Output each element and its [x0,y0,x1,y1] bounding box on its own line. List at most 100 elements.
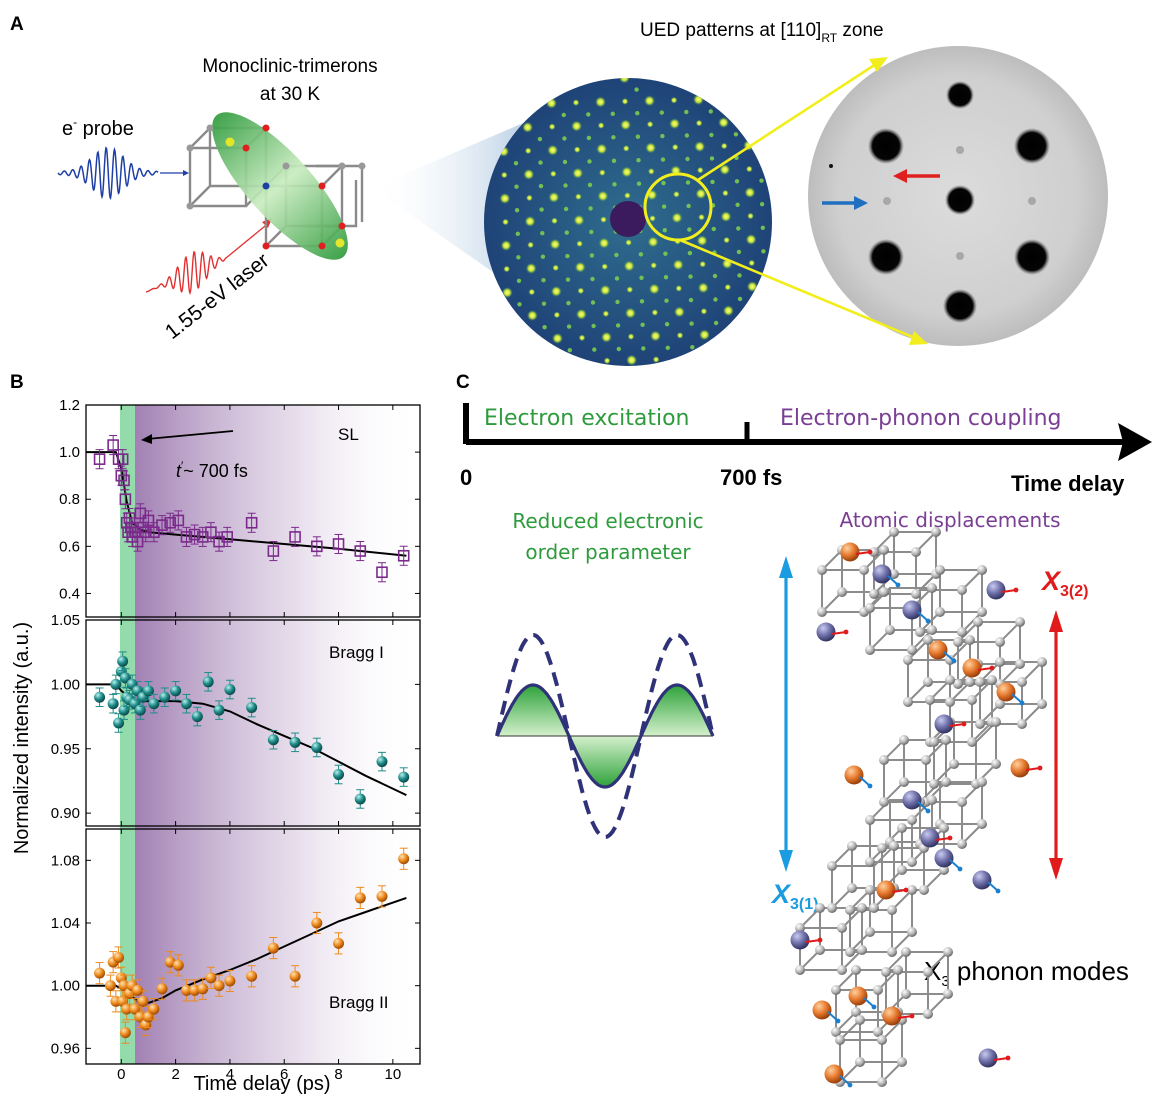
lattice-atom [1015,617,1025,627]
data-point [180,531,193,543]
lattice-atom [869,547,879,557]
lattice-atom [965,635,975,645]
data-point [139,526,152,539]
chart-backgrounds [119,405,420,1064]
lattice-atom [855,1015,865,1025]
lattice-atom [923,967,933,977]
violet-ion [872,564,892,584]
lattice-atom [865,927,875,937]
lattice-atom [877,1035,887,1045]
lattice-atom [837,587,847,597]
lattice-atom [927,583,937,593]
data-point [376,890,388,902]
data-point [118,474,130,487]
data-point [119,1027,131,1039]
data-point [205,972,217,984]
lattice-atom [889,569,899,579]
lattice-atom [957,627,967,637]
lattice-atom [877,1077,887,1087]
x-axis-label: Time delay (ps) [193,1073,330,1095]
displacement-tip [1019,700,1025,706]
orange-ion [840,542,860,562]
data-point [94,967,106,979]
electron-probe-wave [57,146,159,200]
data-point [159,691,171,703]
displacement-tip [951,658,957,664]
data-point [202,676,214,688]
data-point [376,756,388,768]
y-tick-label: 0.96 [51,1040,80,1057]
data-point [246,702,258,714]
data-point [148,698,160,710]
lattice-atom [939,865,949,875]
data-point [107,439,119,451]
x-tick-label: 8 [334,1066,342,1083]
lattice-atom [1015,659,1025,669]
lattice-atom [837,965,847,975]
lattice-atom [945,697,955,707]
lattice-atom [815,903,825,913]
data-point [398,771,410,783]
lattice-atom [851,1007,861,1017]
atomic-displacements-title: Atomic displacements [839,508,1060,532]
selection-circle [643,172,713,242]
lattice-atom [973,617,983,627]
displacement-tip [925,808,931,814]
lattice-atom [953,679,963,689]
data-point [267,734,279,746]
x-tick-labels: 0 2 4 6 8 10 [117,1066,401,1083]
y-tick-label: 1.04 [51,915,80,932]
lattice-atom [975,719,985,729]
red-arrow-head [893,169,907,183]
data-point [397,549,410,562]
lattice-atom [879,587,889,597]
displacement-tip [895,582,901,588]
lattice-atom [943,989,953,999]
data-point [188,528,201,541]
ued-pattern [484,78,772,366]
displacement-tip [847,1082,853,1088]
lattice-atom [957,585,967,595]
data-point [398,853,410,865]
panel-c: C Electron excitation Electron-phonon co… [456,372,1152,1088]
y-tick-label: 1.00 [51,978,80,995]
data-point [213,980,225,992]
lattice-atom [911,547,921,557]
lattice-atom [897,865,907,875]
data-point [224,975,236,987]
data-point [148,526,160,539]
displacement-tip [903,887,909,893]
lattice-atom [873,985,883,995]
lattice-atom [865,603,875,613]
lattice-atom [795,923,805,933]
lattice-atom [897,1057,907,1067]
displacement-tip [961,721,967,727]
lattice-atom [1037,657,1047,667]
lattice-atom [911,589,921,599]
data-point [170,685,182,697]
y-tick-label: 0.90 [51,805,80,822]
lattice-atom [975,677,985,687]
lattice-atom [831,985,841,995]
data-point [267,545,280,557]
displacement-tip [1037,765,1043,771]
lattice-atom [845,947,855,957]
lattice-atom [995,637,1005,647]
data-point [116,453,129,465]
displacement-tip [1005,1055,1011,1061]
excitation-region [119,405,135,1064]
data-point [142,514,155,527]
lattice-atom [851,965,861,975]
lattice-atom [873,1027,883,1037]
panel-a-label: A [10,14,24,35]
lattice-atom [907,857,917,867]
displacement-tip [909,1013,915,1019]
subplot-frame [85,619,421,827]
data-point [94,691,106,703]
lattice-nodes [186,124,366,250]
data-point [267,942,279,954]
lattice-atom [957,839,967,849]
trimer-subtitle: at 30 K [260,84,321,105]
zoomed-pattern [808,46,1108,346]
